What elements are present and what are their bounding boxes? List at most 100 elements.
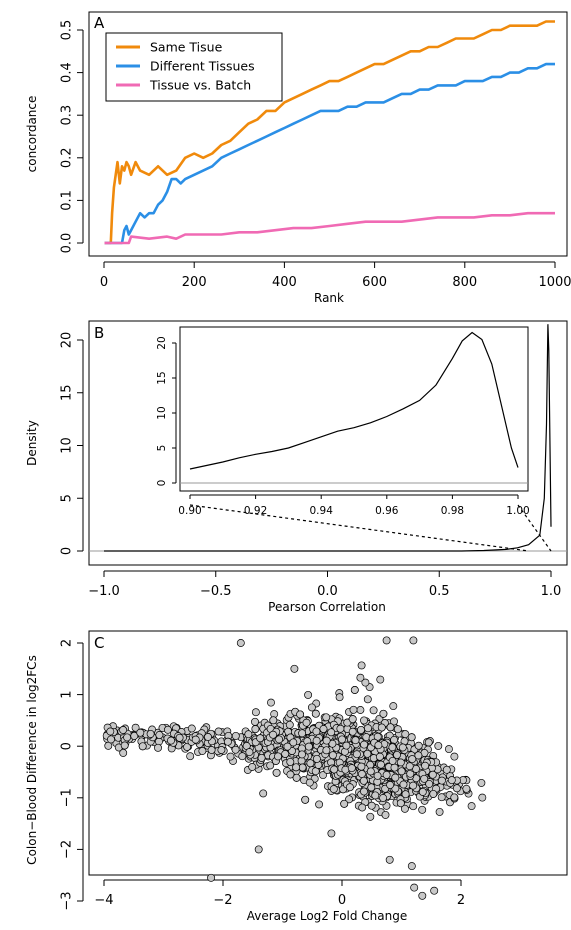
series-line-0	[104, 20, 555, 245]
scatter-point	[319, 725, 328, 733]
scatter-point	[286, 757, 295, 766]
scatter-point	[120, 741, 129, 750]
scatter-point	[414, 751, 423, 760]
x-tick-label: 0.5	[429, 584, 450, 599]
scatter-point	[390, 717, 398, 726]
x-axis-label: Pearson Correlation	[268, 600, 386, 614]
x-tick-label: 1.0	[541, 584, 562, 599]
series-line-2	[104, 211, 555, 245]
scatter-point	[428, 770, 437, 779]
scatter-point	[131, 723, 140, 732]
scatter-point	[322, 736, 331, 745]
inset-x-tick-label: 0.92	[244, 505, 267, 517]
scatter-point	[409, 781, 418, 790]
legend-label-1: Different Tissues	[150, 59, 255, 74]
scatter-point	[283, 742, 292, 751]
scatter-point	[238, 752, 247, 761]
inset-x-tick-label: 0.96	[375, 505, 399, 517]
legend-label-0: Same Tisue	[150, 40, 223, 55]
scatter-point	[364, 724, 372, 733]
scatter-point	[408, 755, 417, 764]
scatter-point	[437, 793, 446, 802]
scatter-point	[388, 743, 397, 752]
scatter-point	[167, 736, 175, 745]
scatter-point	[342, 741, 351, 750]
y-tick-label: 0.4	[60, 62, 75, 83]
plot-frame	[88, 320, 568, 566]
scatter-point	[425, 779, 434, 788]
x-tick-label: 0	[338, 893, 346, 908]
y-tick-label: 1	[60, 690, 75, 698]
scatter-point	[434, 741, 443, 750]
scatter-point	[421, 761, 430, 770]
scatter-point	[366, 812, 375, 821]
scatter-point	[409, 802, 418, 811]
scatter-point	[335, 693, 344, 702]
scatter-point	[298, 750, 306, 759]
scatter-point	[407, 862, 416, 871]
scatter-point	[259, 789, 268, 798]
scatter-point	[410, 883, 419, 892]
scatter-point	[315, 800, 324, 809]
scatter-point	[401, 730, 410, 739]
scatter-point	[106, 727, 115, 736]
scatter-point	[398, 743, 407, 752]
scatter-point	[327, 728, 336, 737]
scatter-point	[231, 731, 240, 740]
inset-x-tick-label: 0.98	[441, 505, 464, 517]
scatter-point	[231, 745, 240, 754]
scatter-point	[336, 724, 345, 733]
scatter-point	[345, 795, 354, 804]
inset-y-tick-label: 5	[156, 445, 168, 452]
scatter-point	[385, 855, 394, 864]
scatter-point	[437, 776, 446, 785]
scatter-point	[357, 725, 365, 734]
scatter-point	[357, 661, 366, 670]
scatter-point	[272, 768, 281, 777]
scatter-point	[163, 725, 172, 734]
scatter-point	[450, 752, 459, 761]
y-tick-label: 15	[60, 384, 75, 401]
panel-label: C	[94, 634, 104, 652]
scatter-point	[328, 751, 337, 760]
panel-label: A	[94, 14, 105, 32]
scatter-point	[361, 678, 370, 687]
inset-y-tick-label: 15	[156, 371, 168, 384]
scatter-point	[376, 675, 385, 684]
scatter-point	[248, 763, 257, 771]
scatter-point	[340, 799, 349, 808]
scatter-point	[435, 807, 444, 816]
scatter-point	[401, 790, 410, 799]
scatter-point	[357, 770, 366, 778]
x-tick-label: −4	[94, 893, 113, 908]
scatter-point	[400, 804, 409, 813]
scatter-point	[311, 709, 320, 718]
scatter-point	[292, 763, 301, 772]
scatter-point	[393, 725, 402, 734]
scatter-point	[267, 698, 275, 707]
scatter-point	[462, 784, 471, 793]
scatter-point	[379, 709, 388, 718]
scatter-point	[389, 702, 398, 711]
plot-frame	[88, 11, 568, 257]
panel-label: B	[94, 324, 104, 342]
scatter-point	[207, 746, 216, 754]
scatter-point	[356, 706, 365, 714]
scatter-point	[467, 802, 476, 811]
scatter-point	[312, 736, 321, 745]
scatter-point	[245, 748, 254, 757]
scatter-point	[138, 742, 147, 751]
scatter-point	[136, 728, 145, 737]
scatter-point	[251, 717, 259, 726]
scatter-point	[405, 762, 414, 771]
scatter-point	[418, 805, 427, 814]
y-tick-label: 20	[60, 332, 75, 349]
density-curve	[104, 324, 552, 552]
inset-y-tick-label: 20	[156, 336, 168, 349]
scatter-point	[107, 735, 115, 744]
scatter-point	[424, 738, 433, 747]
scatter-point	[350, 686, 359, 694]
y-axis-label: concordance	[25, 96, 39, 173]
scatter-point	[359, 776, 368, 785]
scatter-point	[236, 639, 245, 647]
